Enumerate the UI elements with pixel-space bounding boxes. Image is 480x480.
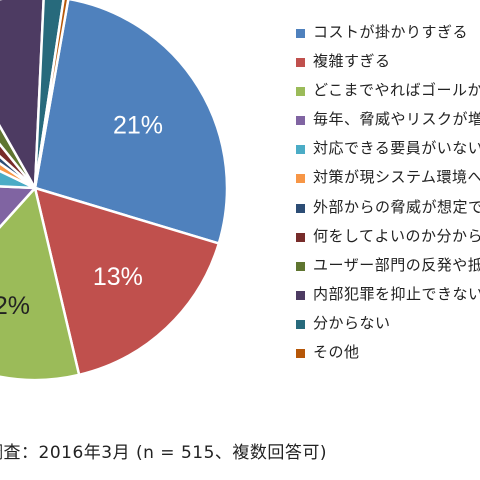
pie-slice-2	[33, 186, 221, 377]
legend-item: 外部からの脅威が想定できない	[296, 193, 480, 222]
legend-label: 内部犯罪を抑止できない	[313, 284, 480, 303]
legend-item: 複雑すぎる	[296, 47, 480, 76]
legend-label: ユーザー部門の反発や抵抗	[313, 255, 480, 274]
legend-swatch	[296, 232, 305, 242]
legend-item: 分からない	[296, 309, 480, 338]
legend-item: 毎年、脅威やリスクが増加	[296, 105, 480, 134]
legend-swatch	[296, 290, 305, 300]
pie-slice-label-2: 13%	[93, 263, 143, 291]
legend-swatch	[296, 58, 305, 68]
legend-swatch	[296, 319, 305, 329]
pie-slice-10	[0, 0, 45, 193]
legend-swatch	[296, 349, 305, 359]
legend-item: どこまでやればゴールか	[296, 76, 480, 105]
legend-swatch	[296, 261, 305, 271]
legend-label: 外部からの脅威が想定できない	[313, 197, 480, 216]
legend-item: ユーザー部門の反発や抵抗	[296, 251, 480, 280]
pie-slice-5	[0, 169, 36, 190]
legend-swatch	[296, 29, 305, 38]
legend-label: その他	[313, 343, 360, 362]
legend-swatch	[296, 174, 305, 184]
legend-label: 対応できる要員がいない	[313, 139, 480, 158]
legend-label: 毎年、脅威やリスクが増加	[313, 110, 480, 129]
pie-slice-label-3: 12%	[0, 292, 30, 320]
pie-slice-label-1: 21%	[113, 112, 163, 140]
legend-label: 何をしてよいのか分からない	[313, 226, 480, 245]
pie-slice-3	[0, 185, 81, 382]
legend-item: 何をしてよいのか分からない	[296, 222, 480, 251]
legend-swatch	[296, 145, 305, 155]
legend-swatch	[296, 116, 305, 126]
legend-label: 複雑すぎる	[313, 52, 391, 71]
legend-swatch	[296, 203, 305, 213]
legend-swatch	[296, 87, 305, 97]
pie-slice-1	[33, 0, 229, 246]
legend-item: 内部犯罪を抑止できない	[296, 280, 480, 309]
legend-item: その他	[296, 338, 480, 367]
legend-label: 分からない	[313, 313, 391, 332]
legend-item: 対応できる要員がいない	[296, 134, 480, 163]
legend-item: コストが掛かりすぎる	[296, 18, 480, 47]
legend-label: 対策が現システム環境へ	[313, 168, 480, 187]
legend-label: どこまでやればゴールか	[313, 81, 480, 100]
chart-legend: コストが掛かりすぎる複雑すぎるどこまでやればゴールか毎年、脅威やリスクが増加対応…	[296, 18, 480, 367]
legend-item: 対策が現システム環境へ	[296, 163, 480, 192]
pie-slice-4	[0, 185, 38, 229]
legend-label: コストが掛かりすぎる	[313, 23, 469, 41]
pie-slice-12	[33, 0, 70, 189]
survey-footnote: 調査：2016年3月 (n = 515、複数回答可)	[0, 443, 328, 463]
